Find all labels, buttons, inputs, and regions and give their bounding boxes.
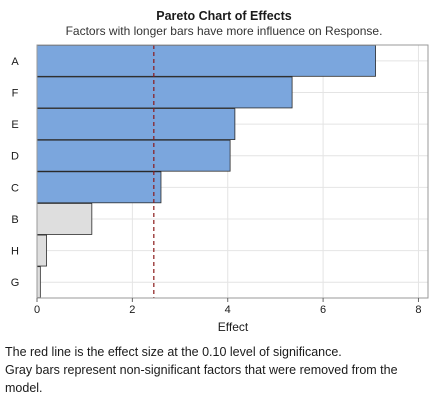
x-tick-label-6: 6 bbox=[320, 304, 326, 316]
plot-frame bbox=[36, 44, 429, 299]
y-tick-label-h: H bbox=[11, 246, 19, 258]
x-tick-labels: 0 2 4 6 8 bbox=[34, 298, 422, 316]
bars bbox=[36, 44, 376, 299]
x-axis-title: Effect bbox=[218, 320, 249, 334]
removed-factors-note: Gray bars represent non-significant fact… bbox=[5, 363, 398, 395]
y-tick-labels: A F E D C B H G bbox=[11, 56, 20, 289]
bar-e bbox=[36, 108, 236, 140]
significance-note: The red line is the effect size at the 0… bbox=[5, 345, 342, 359]
y-tick-label-b: B bbox=[11, 214, 18, 226]
bar-f bbox=[36, 76, 293, 109]
y-tick-label-e: E bbox=[11, 119, 18, 131]
bar-a bbox=[36, 44, 376, 77]
y-tick-label-a: A bbox=[11, 56, 19, 68]
pareto-chart: Pareto Chart of Effects Factors with lon… bbox=[11, 9, 429, 334]
bar-c bbox=[36, 171, 162, 204]
chart-title: Pareto Chart of Effects bbox=[156, 9, 291, 23]
x-tick-label-0: 0 bbox=[34, 304, 40, 316]
bar-g bbox=[36, 266, 41, 299]
x-tick-label-2: 2 bbox=[129, 304, 135, 316]
bar-b bbox=[36, 203, 93, 235]
bar-h bbox=[36, 234, 47, 267]
x-tick-label-8: 8 bbox=[415, 304, 421, 316]
y-tick-label-g: G bbox=[11, 277, 20, 289]
x-tick-label-4: 4 bbox=[225, 304, 231, 316]
y-tick-label-d: D bbox=[11, 151, 19, 163]
bar-d bbox=[36, 139, 231, 172]
chart-subtitle: Factors with longer bars have more influ… bbox=[66, 24, 383, 38]
y-tick-label-f: F bbox=[12, 87, 19, 99]
y-tick-label-c: C bbox=[11, 182, 19, 194]
